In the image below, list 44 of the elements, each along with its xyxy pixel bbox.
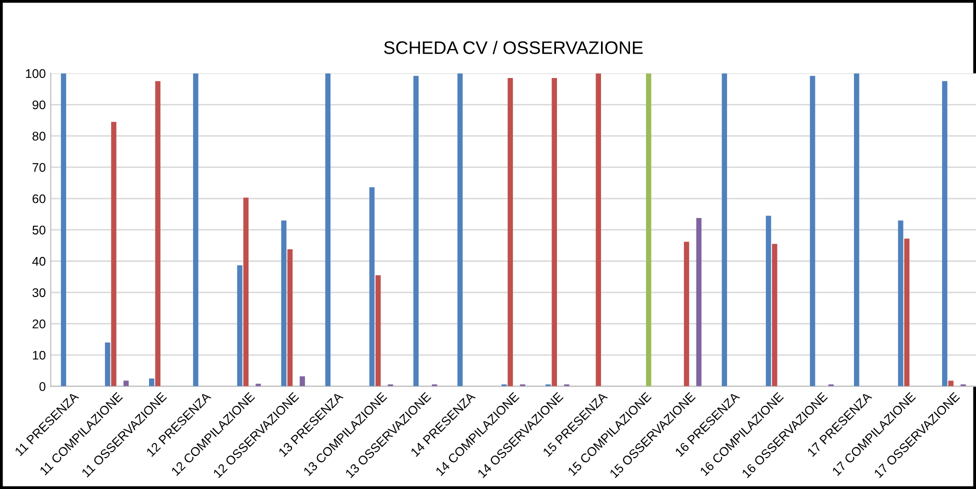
chart-title: SCHEDA CV / OSSERVAZIONE bbox=[384, 40, 643, 54]
y-tick-label: 10 bbox=[32, 350, 46, 360]
bar bbox=[155, 81, 160, 386]
bar bbox=[123, 380, 129, 386]
bar bbox=[375, 275, 381, 386]
bar bbox=[904, 238, 910, 386]
bar bbox=[508, 78, 513, 386]
bar bbox=[60, 73, 66, 386]
bar bbox=[243, 198, 249, 386]
bar bbox=[766, 216, 772, 386]
bar bbox=[281, 220, 286, 386]
bar bbox=[722, 73, 728, 386]
y-tick-label: 80 bbox=[32, 132, 46, 141]
bar bbox=[646, 73, 652, 386]
bar bbox=[104, 342, 110, 386]
bar bbox=[413, 76, 419, 386]
bar bbox=[854, 73, 860, 386]
bar bbox=[772, 244, 778, 386]
y-tick-label: 40 bbox=[32, 256, 46, 266]
y-tick-label: 20 bbox=[32, 320, 46, 328]
bar bbox=[596, 73, 602, 386]
bar bbox=[300, 376, 305, 386]
bar bbox=[552, 78, 557, 386]
y-tick-label: 60 bbox=[32, 194, 46, 204]
y-tick-label: 30 bbox=[32, 288, 46, 298]
bar bbox=[325, 73, 331, 386]
bar bbox=[810, 76, 816, 386]
y-tick-label: 90 bbox=[32, 100, 46, 110]
y-tick-label: 0 bbox=[39, 382, 46, 391]
bar bbox=[193, 73, 198, 386]
y-tick-label: 50 bbox=[32, 226, 46, 234]
bar bbox=[111, 122, 116, 386]
y-tick-label: 100 bbox=[26, 69, 46, 78]
bar bbox=[684, 242, 690, 386]
bar bbox=[457, 73, 463, 386]
bar bbox=[948, 380, 954, 386]
y-tick-label: 70 bbox=[32, 163, 46, 172]
bar bbox=[369, 187, 375, 386]
bar bbox=[237, 265, 242, 386]
bar bbox=[287, 249, 293, 386]
bar bbox=[942, 81, 948, 386]
bar bbox=[696, 218, 702, 386]
bar bbox=[898, 220, 904, 386]
bar bbox=[149, 378, 154, 386]
